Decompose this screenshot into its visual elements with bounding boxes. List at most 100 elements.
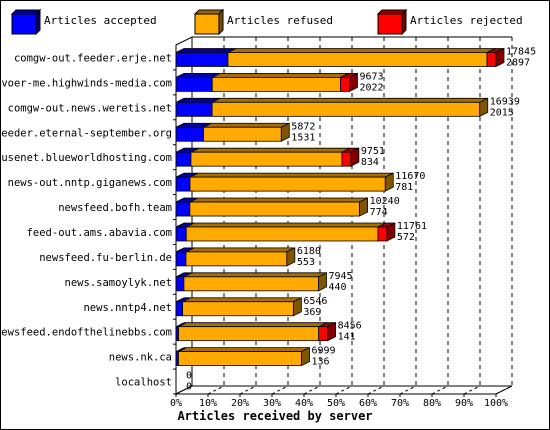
bar-segment-top — [189, 172, 394, 178]
legend-item: Articles rejected — [376, 8, 523, 36]
accepted-label: 136 — [312, 357, 330, 368]
x-tick-label: 30% — [263, 398, 281, 409]
accepted-label: 141 — [338, 332, 356, 343]
server-label: news-out.nntp.giganews.com — [8, 177, 172, 189]
bar-row — [175, 272, 327, 292]
legend-swatch-side — [401, 8, 407, 36]
bar-segment-top — [178, 322, 327, 328]
bar-segment-top — [175, 48, 237, 53]
accepted-label: 2897 — [506, 57, 530, 68]
bar-segment-side — [349, 72, 358, 93]
legend-label: Articles rejected — [410, 14, 523, 27]
total-label: 11670 — [395, 171, 425, 182]
accepted-label: 781 — [395, 182, 413, 193]
x-axis: 0% 10% 20% 30% 40% 50% 60% 70% 80% 90% 100% — [170, 393, 508, 409]
bar-row — [175, 222, 396, 242]
server-label: news.nntp4.net — [83, 302, 172, 314]
x-tick-label: 90% — [455, 398, 473, 409]
bar-segment — [175, 276, 185, 292]
legend-item: Articles refused — [193, 8, 333, 36]
server-label: comgw-out.news.weretis.net — [8, 102, 172, 114]
bar-segment-top — [190, 147, 351, 153]
total-label: 11761 — [397, 221, 427, 232]
bar-segment — [175, 201, 191, 217]
bar-segment — [227, 52, 488, 67]
server-label: feeder.eternal-september.org — [0, 127, 172, 139]
legend-label: Articles accepted — [44, 14, 157, 27]
accepted-label: 774 — [370, 207, 388, 218]
legend-swatch-side — [218, 8, 224, 36]
bar-segment — [340, 76, 350, 92]
bar-segment — [318, 326, 329, 342]
x-tick-label: 100% — [484, 398, 508, 409]
bar-segment-side — [386, 222, 396, 242]
x-tick-label: 50% — [327, 398, 345, 409]
bar-segment — [178, 351, 302, 367]
server-label: usenet.blueworldhosting.com — [1, 152, 172, 164]
legend-label: Articles refused — [227, 14, 333, 27]
total-label: 9673 — [359, 71, 383, 82]
bar-segment-side — [286, 247, 296, 267]
bar-row — [175, 346, 310, 367]
total-label: 8456 — [338, 321, 362, 332]
bar-row — [175, 322, 337, 342]
server-label: newsfeed.fu-berlin.de — [39, 252, 172, 264]
floor-grid-line — [431, 385, 449, 395]
bar-segment-side — [495, 47, 505, 68]
bar-segment-top — [212, 72, 349, 78]
bar-segment — [341, 151, 352, 167]
bar-segment — [175, 251, 187, 267]
bar-segment-top — [211, 97, 488, 103]
bar-segment — [189, 176, 386, 192]
bar-segment-side — [301, 346, 310, 367]
floor-grid-line — [367, 385, 385, 395]
bar-segment — [211, 76, 341, 92]
accepted-label: 2022 — [359, 82, 383, 93]
bar-segment — [175, 176, 191, 192]
bar-segment — [175, 301, 184, 317]
bar-segment-side — [318, 272, 327, 292]
total-label: 6180 — [297, 246, 321, 257]
floor-grid-line — [271, 385, 289, 395]
bar-segment-side — [327, 322, 337, 342]
floor-grid-line — [207, 385, 225, 395]
bar-row — [175, 47, 505, 68]
bar-segment-top — [189, 197, 368, 203]
legend-swatch-side — [35, 8, 41, 36]
floor-grid-line — [239, 385, 257, 395]
bar-segment — [185, 251, 288, 267]
total-label: 7945 — [328, 271, 352, 282]
accepted-label: 553 — [297, 257, 315, 268]
bar-segment-side — [479, 97, 489, 117]
bar-row — [175, 172, 394, 192]
bar-segment-top — [227, 48, 496, 53]
bar-row — [175, 122, 290, 142]
legend-swatch-top — [193, 9, 225, 15]
bar-row — [175, 147, 360, 167]
bar-segment — [211, 101, 481, 117]
accepted-label: 369 — [303, 307, 321, 318]
x-tick-label: 0% — [170, 398, 182, 409]
bar-segment-top — [178, 347, 310, 353]
total-label: 9751 — [361, 146, 385, 157]
bar-segment — [175, 226, 187, 242]
bar-segment — [190, 151, 343, 167]
accepted-label: 572 — [397, 232, 415, 243]
bar-segment — [486, 52, 497, 67]
total-label: 6546 — [303, 296, 327, 307]
bar-row — [175, 97, 489, 117]
total-label: 17845 — [506, 46, 536, 57]
bar-segment — [175, 151, 192, 167]
floor-grid-line — [335, 385, 353, 395]
server-label: localhost — [115, 377, 172, 389]
server-label: news.samoylyk.net — [65, 277, 172, 289]
x-axis-title: Articles received by server — [177, 409, 372, 423]
bar-segment — [175, 101, 213, 117]
server-label: newsfeed.bofh.team — [58, 202, 172, 214]
x-tick-label: 10% — [199, 398, 217, 409]
floor-grid-line — [495, 385, 513, 395]
bar-segment — [185, 226, 379, 242]
server-label: comgw-out.feeder.erje.net — [14, 52, 172, 64]
